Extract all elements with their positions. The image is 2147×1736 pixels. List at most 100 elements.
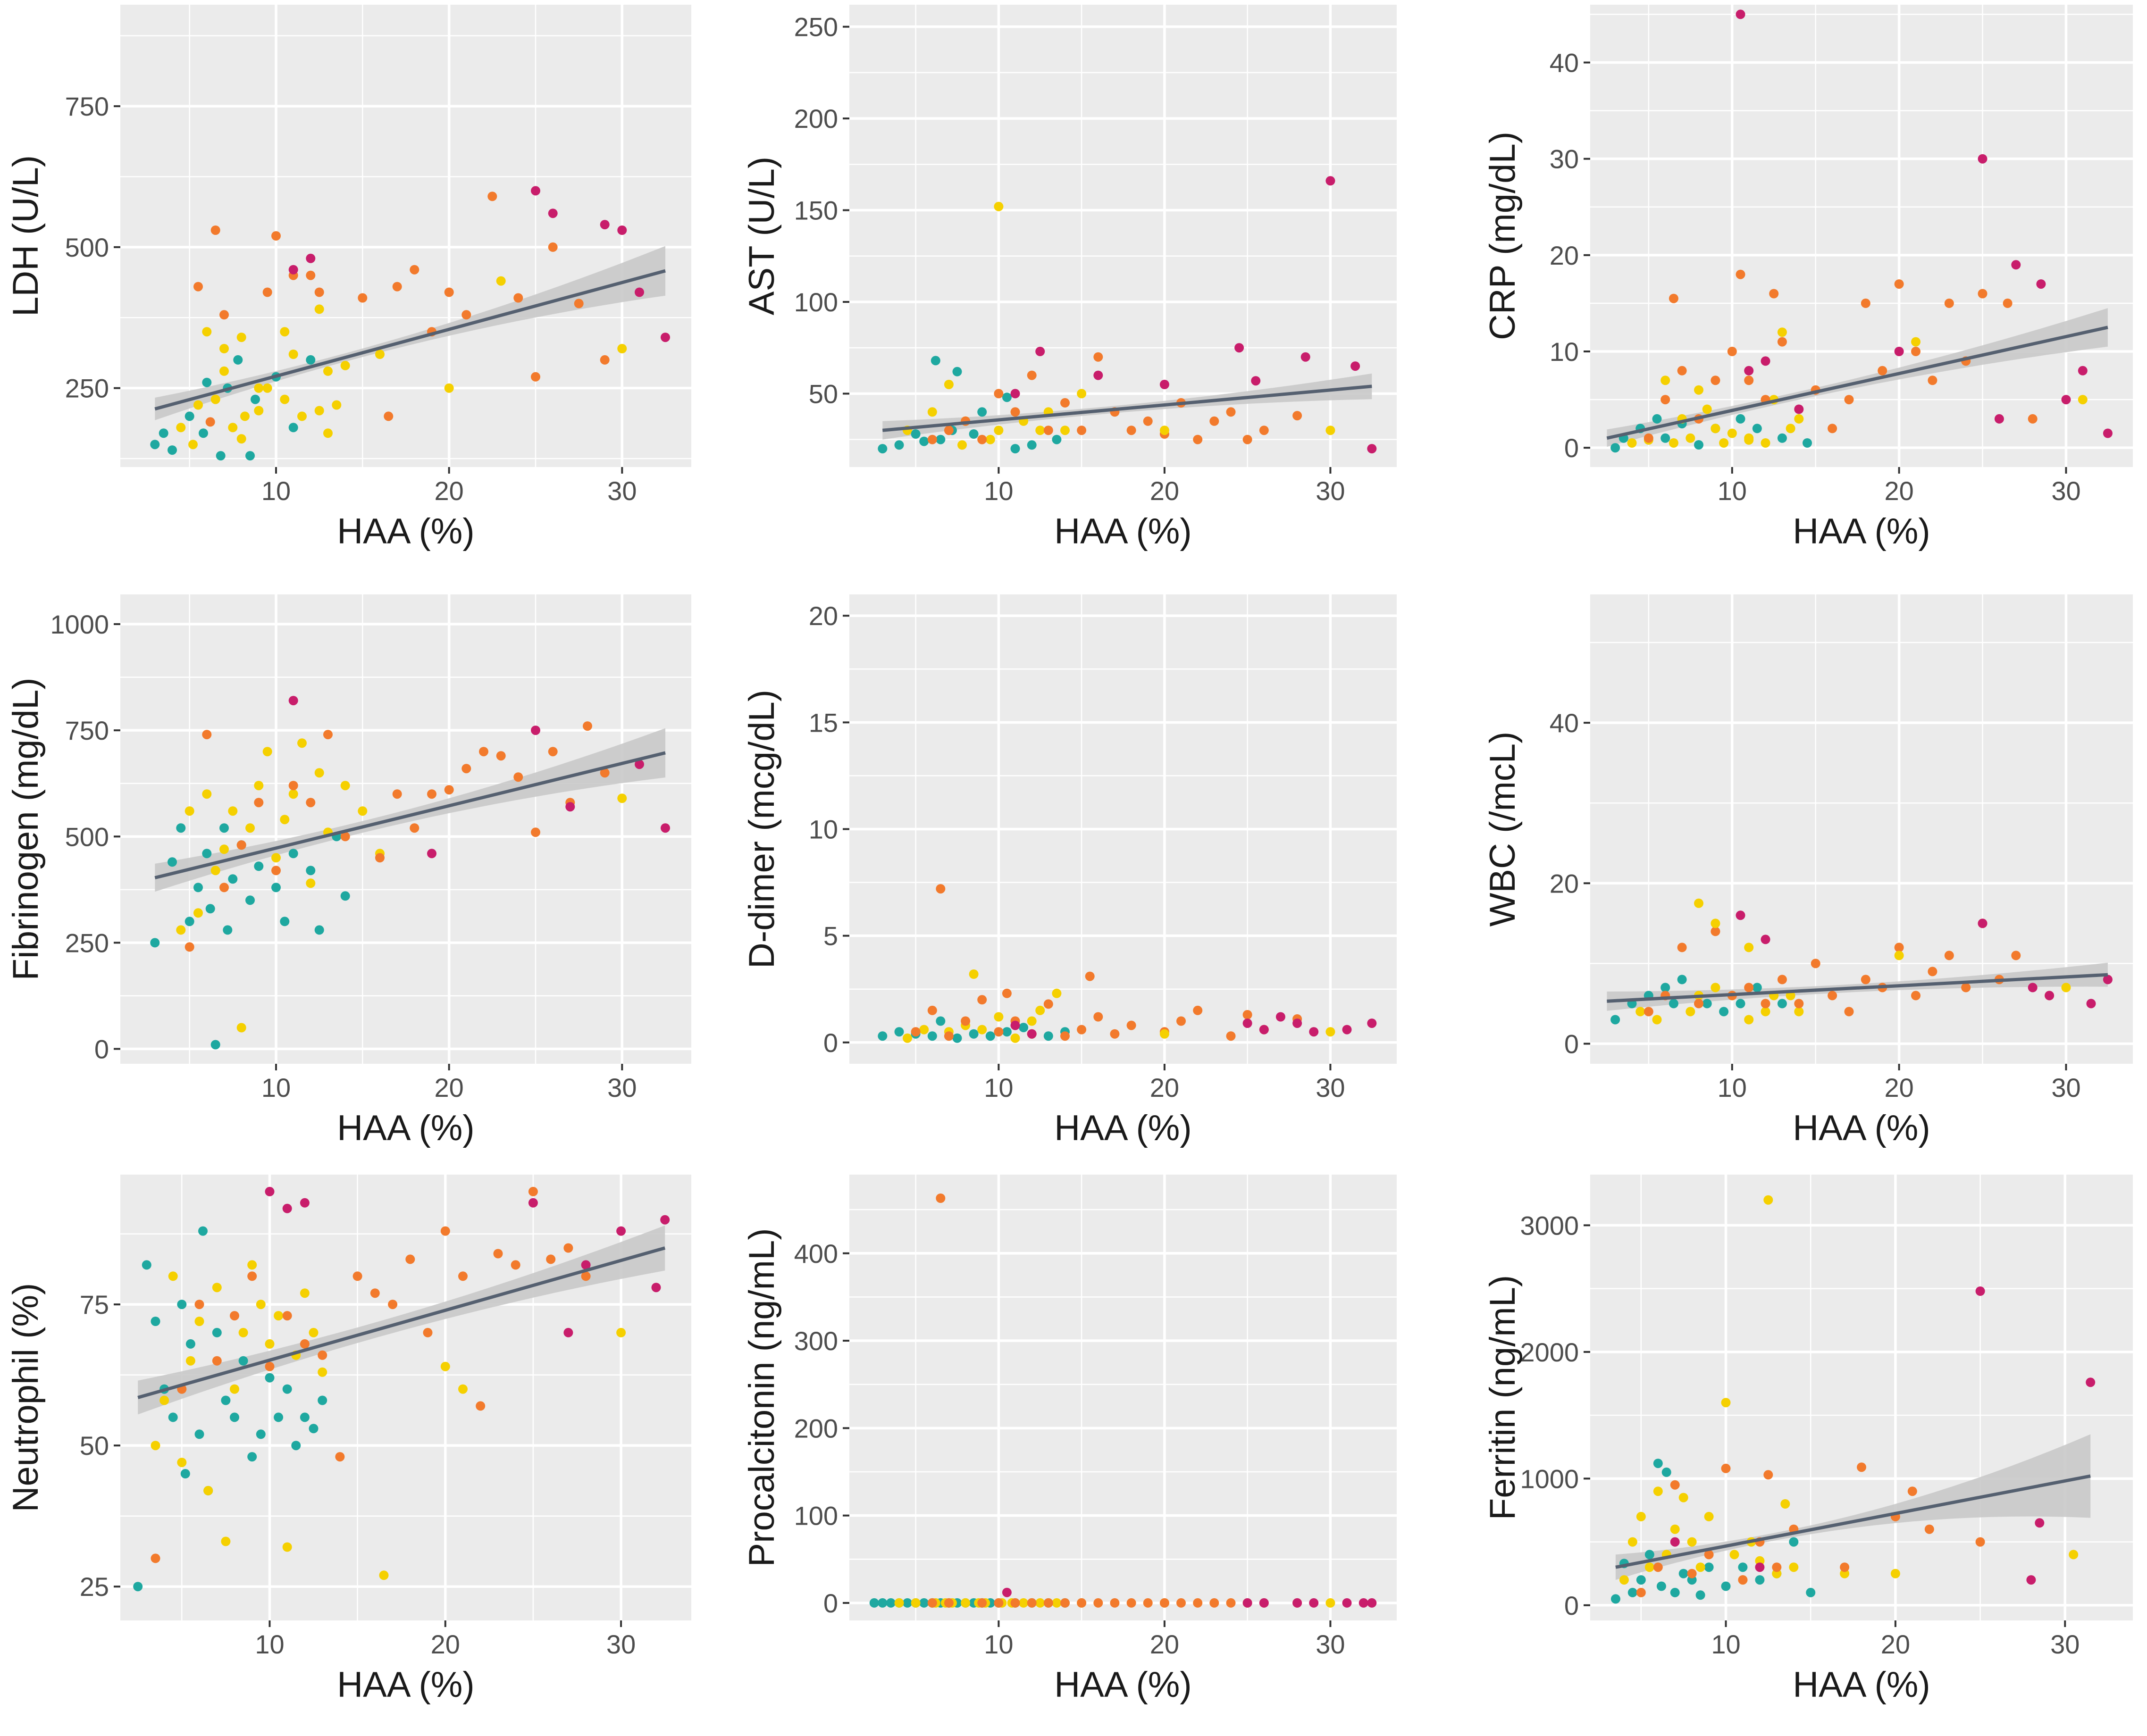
data-point (282, 1311, 292, 1321)
data-point (617, 225, 627, 235)
x-axis-title: HAA (%) (337, 511, 474, 551)
y-tick-label: 0 (823, 1028, 838, 1058)
data-point (314, 768, 324, 778)
data-point (1143, 416, 1153, 426)
y-tick-label: 200 (794, 1413, 838, 1443)
y-tick-label: 2000 (1520, 1337, 1579, 1367)
data-point (617, 793, 627, 803)
data-point (1077, 389, 1087, 399)
data-point (1010, 1598, 1020, 1608)
regression-line (154, 269, 666, 411)
data-point (1711, 376, 1720, 385)
data-point (340, 360, 350, 370)
data-point (1669, 438, 1678, 448)
data-point (1019, 1598, 1029, 1608)
y-tick-label: 20 (1550, 868, 1579, 898)
data-point (280, 394, 290, 404)
data-point (2003, 298, 2013, 308)
data-point (911, 429, 921, 439)
data-point (581, 1271, 591, 1281)
data-point (198, 1226, 208, 1236)
data-point (306, 866, 316, 876)
data-point (300, 1288, 310, 1298)
x-axis-title: HAA (%) (337, 1665, 474, 1705)
data-point (919, 1025, 929, 1035)
data-point (2061, 983, 2071, 993)
data-point (1736, 999, 1745, 1009)
data-point (236, 1023, 246, 1033)
data-point (994, 1012, 1004, 1022)
data-point (1744, 983, 1754, 993)
data-point (903, 1598, 912, 1608)
data-point (1694, 999, 1703, 1009)
data-point (1752, 983, 1762, 993)
y-axis-title: Neutrophil (%) (6, 1283, 46, 1512)
data-point (1367, 444, 1377, 454)
y-tick-label: 20 (1550, 241, 1579, 270)
data-point (1777, 327, 1787, 337)
data-point (1661, 395, 1670, 405)
data-point (1193, 1005, 1203, 1015)
data-point (1226, 1598, 1236, 1608)
data-point (159, 428, 168, 438)
data-point (318, 1367, 327, 1377)
data-point (216, 451, 226, 461)
data-point (1242, 1018, 1252, 1028)
data-point (651, 1283, 661, 1293)
data-point (340, 832, 350, 842)
data-point (1704, 1550, 1714, 1560)
data-point (150, 440, 160, 450)
x-tick-label: 30 (2050, 1629, 2080, 1659)
data-point (2086, 1377, 2096, 1387)
data-point (193, 400, 203, 410)
y-tick-label: 75 (80, 1290, 109, 1319)
x-tick-label: 20 (431, 1629, 460, 1659)
data-point (977, 434, 987, 444)
data-point (1961, 983, 1971, 993)
data-point (1769, 289, 1779, 299)
data-point (2028, 414, 2038, 424)
data-point (274, 1412, 284, 1422)
data-point (150, 938, 160, 948)
data-point (1861, 975, 1870, 985)
data-point (1027, 1029, 1037, 1039)
data-point (1052, 988, 1062, 998)
data-point (1719, 438, 1729, 448)
data-point (375, 350, 385, 359)
data-point (1292, 1018, 1302, 1028)
data-point (565, 802, 575, 812)
data-point (1721, 1398, 1731, 1408)
chart-panel-1: 10 20 30 250 500 750 HAA (%) LDH (U/L) (6, 5, 691, 551)
data-point (661, 823, 670, 833)
data-point (894, 440, 904, 450)
data-point (1661, 433, 1670, 443)
data-point (193, 883, 203, 893)
data-point (1110, 1598, 1120, 1608)
y-tick-label: 0 (1564, 1591, 1579, 1620)
data-point (1610, 1594, 1620, 1604)
data-point (1670, 1587, 1680, 1597)
data-point (2103, 975, 2113, 985)
data-point (219, 823, 229, 833)
data-point (309, 1327, 319, 1337)
data-point (1761, 438, 1770, 448)
x-axis-title: HAA (%) (1793, 1665, 1930, 1705)
data-point (219, 366, 229, 376)
data-point (927, 434, 937, 444)
data-point (176, 925, 186, 935)
data-point (919, 436, 929, 446)
data-point (616, 1226, 626, 1236)
data-point (1093, 1012, 1103, 1022)
data-point (1763, 1195, 1773, 1205)
data-point (1721, 1581, 1731, 1591)
data-point (936, 434, 946, 444)
data-point (1060, 426, 1070, 435)
data-point (256, 1429, 266, 1439)
data-point (370, 1288, 380, 1298)
data-point (1670, 1537, 1680, 1547)
data-point (1093, 352, 1103, 362)
data-point (282, 1203, 292, 1213)
data-point (247, 1260, 257, 1270)
x-tick-label: 20 (1150, 1629, 1179, 1659)
data-point (1894, 347, 1904, 356)
